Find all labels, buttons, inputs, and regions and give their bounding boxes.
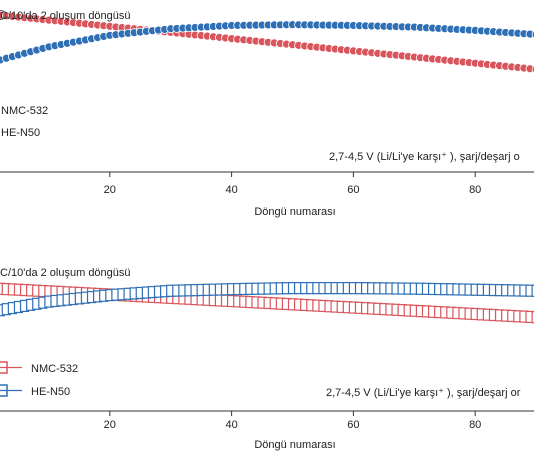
top-x-ticks: 20 40 60 80 [104, 172, 481, 196]
x-tick-label: 60 [347, 419, 359, 431]
he-n50-point [525, 284, 534, 297]
nmc-532-point [525, 310, 534, 324]
nmc-532-point [531, 311, 534, 324]
top-annotation-marker [0, 10, 6, 20]
x-tick-label: 80 [469, 419, 481, 431]
bottom-series-layer [0, 282, 534, 324]
panel-top: 20 40 60 80 C/10'da 2 oluşum döngüsü 2,7-4,… [0, 10, 534, 218]
top-legend-he: HE-N50 [1, 127, 40, 139]
bottom-condition-label: 2,7-4,5 V (Li/Li'ye karşı⁺ ), şarj/deşar… [326, 387, 521, 399]
bottom-x-axis-label: Döngü numarası [254, 439, 335, 451]
top-legend-nmc: NMC-532 [1, 105, 48, 117]
top-series-layer [0, 10, 534, 74]
bottom-x-ticks: 20 40 60 80 [104, 411, 481, 431]
panel-bottom: 20 40 60 80 C/10'da 2 oluşum döngüsü 2,7-4,… [0, 267, 534, 451]
top-annotation-label: C/10'da 2 oluşum döngüsü [0, 10, 131, 22]
x-tick-label: 20 [104, 419, 116, 431]
top-condition-label: 2,7-4,5 V (Li/Li'ye karşı⁺ ), şarj/deşar… [329, 151, 520, 163]
bottom-annotation-label: C/10'da 2 oluşum döngüsü [0, 267, 131, 279]
x-tick-label: 20 [104, 184, 116, 196]
x-tick-label: 80 [469, 184, 481, 196]
x-tick-label: 40 [225, 419, 237, 431]
he-n50-point [531, 284, 534, 297]
top-x-axis-label: Döngü numarası [254, 206, 335, 218]
x-tick-label: 40 [225, 184, 237, 196]
bottom-legend-he: HE-N50 [31, 386, 70, 398]
bottom-legend-nmc: NMC-532 [31, 363, 78, 375]
x-tick-label: 60 [347, 184, 359, 196]
